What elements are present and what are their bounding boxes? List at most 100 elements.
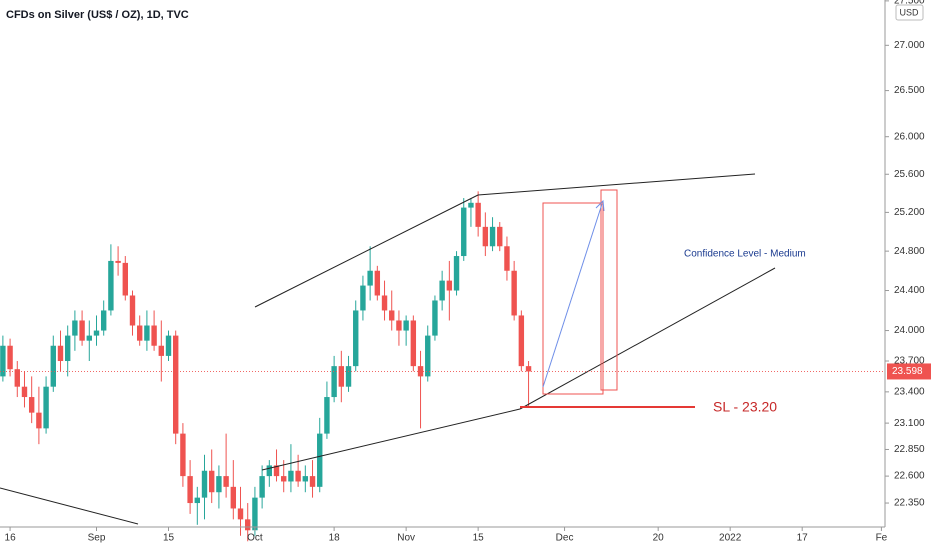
candle-body xyxy=(165,335,172,356)
trend-line xyxy=(0,487,139,525)
candle-body xyxy=(453,256,460,291)
candle-body xyxy=(108,260,114,311)
candle-body xyxy=(136,325,143,341)
candle-body xyxy=(324,397,330,434)
candle-body xyxy=(194,497,201,504)
y-tick-label: 24.400 xyxy=(894,285,925,296)
candle-body xyxy=(360,285,366,311)
y-tick-label: 23.400 xyxy=(894,387,925,398)
candle-body xyxy=(489,226,496,247)
y-tick-label: 24.000 xyxy=(894,325,925,336)
candle-body xyxy=(245,519,251,531)
x-tick-label: Oct xyxy=(247,533,263,544)
candle-body xyxy=(7,345,13,370)
currency-box xyxy=(895,4,924,21)
candle-body xyxy=(281,476,287,482)
candle-body xyxy=(338,366,345,387)
x-tick-label: 15 xyxy=(163,533,175,544)
candle-body xyxy=(28,397,35,413)
candle-body xyxy=(57,345,64,362)
candle-body xyxy=(461,207,467,257)
candle-body xyxy=(93,330,100,336)
x-tick-label: 18 xyxy=(329,533,341,544)
candle-body xyxy=(302,476,309,482)
y-tick-label: 27.000 xyxy=(894,40,925,51)
candle-body xyxy=(259,476,265,498)
y-tick-label: 23.100 xyxy=(894,418,925,429)
trend-line xyxy=(519,267,776,410)
candle-body xyxy=(151,325,157,346)
candle-body xyxy=(439,280,445,301)
candle-body xyxy=(64,335,71,362)
candle-body xyxy=(432,300,438,336)
candle-body xyxy=(309,476,316,487)
candle-body xyxy=(86,335,92,341)
candle-body xyxy=(446,280,453,291)
candle-body xyxy=(50,345,56,387)
candle-body xyxy=(403,320,409,331)
candle-body xyxy=(158,345,165,356)
candle-body xyxy=(252,497,258,531)
candle-body xyxy=(100,310,107,331)
x-tick-label: 17 xyxy=(797,533,809,544)
candle-body xyxy=(14,369,20,387)
candle-body xyxy=(468,202,474,208)
chart-title: CFDs on Silver (US$ / OZ), 1D, TVC xyxy=(6,9,189,21)
candle-body xyxy=(223,476,229,487)
candle-body xyxy=(475,202,481,227)
candle-body xyxy=(115,260,121,263)
candle-body xyxy=(288,470,294,482)
candle-body xyxy=(173,335,179,434)
candle-body xyxy=(201,470,208,498)
candle-body xyxy=(144,325,150,341)
drawings xyxy=(0,173,776,525)
candle-body xyxy=(72,320,78,336)
candle-body xyxy=(367,270,373,286)
y-tick-label: 26.000 xyxy=(894,131,925,142)
y-tick-label: 24.800 xyxy=(894,246,925,257)
candle-body xyxy=(209,470,215,493)
candle-body xyxy=(497,226,503,247)
x-tick-label: Nov xyxy=(397,533,415,544)
candle-body xyxy=(230,486,237,509)
candle-body xyxy=(353,310,359,367)
arrow-head xyxy=(595,199,605,212)
x-tick-label: 2022 xyxy=(719,533,742,544)
candle-body xyxy=(0,345,6,377)
trend-line xyxy=(254,194,479,308)
target-box xyxy=(600,189,618,391)
candle-body xyxy=(345,366,352,387)
candle-body xyxy=(122,262,128,296)
candle-body xyxy=(396,320,402,331)
candle-body xyxy=(389,310,395,321)
x-tick-label: Fe xyxy=(876,533,888,544)
plot-area xyxy=(0,191,532,542)
currency: USD xyxy=(899,7,919,17)
candle-body xyxy=(381,295,388,311)
annotation: Confidence Level - Medium xyxy=(684,249,806,260)
last-price-label: 23.598 xyxy=(892,366,923,377)
y-tick-label: 23.700 xyxy=(894,356,925,367)
target-box xyxy=(542,202,604,395)
y-tick-label: 25.200 xyxy=(894,207,925,218)
x-tick-label: 15 xyxy=(473,533,485,544)
trend-line xyxy=(261,408,521,471)
y-tick-label: 22.350 xyxy=(894,498,925,509)
x-tick-label: Sep xyxy=(88,533,106,544)
candle-body xyxy=(525,366,532,372)
trend-line xyxy=(477,173,756,196)
candle-body xyxy=(317,433,323,487)
candle-body xyxy=(331,366,337,398)
y-tick-label: 27.500 xyxy=(894,0,925,7)
y-tick-label: 25.600 xyxy=(894,169,925,180)
candle-body xyxy=(273,465,280,477)
last-price-box xyxy=(887,363,931,380)
candle-body xyxy=(79,320,85,341)
candle-body xyxy=(43,386,49,429)
candle-body xyxy=(129,295,136,326)
y-tick-label: 26.500 xyxy=(894,85,925,96)
candle-body xyxy=(504,246,510,271)
x-tick-label: 16 xyxy=(5,533,17,544)
